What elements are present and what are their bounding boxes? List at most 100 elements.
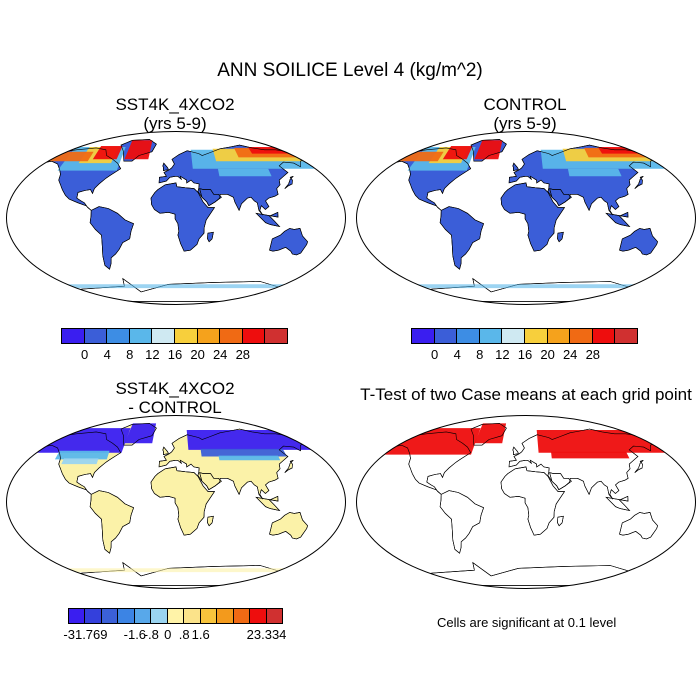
- coastline: [500, 182, 566, 252]
- soil-ice-region: [474, 140, 503, 160]
- soil-ice-region: [597, 147, 648, 154]
- soil-ice-region: [397, 151, 444, 162]
- map-panel-ttest: [356, 415, 696, 589]
- colorbar-label: 8: [126, 347, 134, 362]
- colorbar-swatch: [591, 328, 616, 344]
- colorbar-label: 0: [430, 347, 439, 362]
- colorbar-label: 12: [145, 347, 160, 362]
- colorbar-label: 20: [540, 347, 555, 362]
- soil-ice-region: [551, 451, 630, 459]
- colorbar-label: 24: [212, 347, 228, 362]
- coastline: [549, 188, 572, 207]
- panel-title-line2: - CONTROL: [128, 398, 222, 417]
- panel-title-line2: (yrs 5-9): [493, 114, 557, 133]
- map-border: [356, 415, 696, 589]
- colorbar-labels-control: 0 4 8 12 16 20 24 28: [412, 347, 638, 363]
- coastline: [470, 423, 507, 446]
- coastline: [269, 512, 308, 540]
- colorbar-swatch: [241, 328, 266, 344]
- colorbar-labels-difference: -31.769 -1.6 -.8 0 .8 1.6 23.334: [63, 627, 286, 643]
- soil-ice-region: [186, 430, 315, 450]
- colorbar-label: 12: [495, 347, 510, 362]
- colorbar-swatch: [183, 608, 201, 624]
- colorbar-swatch: [117, 608, 135, 624]
- panel-title-line1: CONTROL: [483, 95, 567, 114]
- colorbar-label: 20: [190, 347, 205, 362]
- colorbar-swatch: [523, 328, 548, 344]
- soil-ice-region: [218, 455, 281, 461]
- soil-ice-region: [474, 423, 507, 444]
- panel-title-sst4k: SST4K_4XCO2 (yrs 5-9): [75, 95, 275, 133]
- panel-title-ttest: T-Test of two Case means at each grid po…: [360, 385, 692, 404]
- coastline: [255, 495, 281, 511]
- colorbar-swatch: [166, 608, 185, 624]
- coastline: [207, 231, 214, 243]
- colorbar-label: -.8: [143, 627, 159, 642]
- soil-ice-region: [61, 458, 99, 465]
- panel-title-line1: SST4K_4XCO2: [115, 95, 235, 114]
- colorbar-label: 16: [167, 347, 183, 362]
- coastline: [255, 211, 281, 227]
- soil-ice-region: [92, 146, 123, 160]
- colorbar-label: 16: [517, 347, 533, 362]
- colorbar-swatch: [61, 328, 85, 344]
- colorbar-swatch: [614, 328, 638, 344]
- coastline: [269, 228, 308, 256]
- colorbar-swatch: [478, 328, 503, 344]
- antarctic-coast-band: [33, 568, 304, 573]
- colorbar-swatch: [411, 328, 435, 344]
- coastline: [158, 428, 308, 500]
- colorbar-swatch: [456, 328, 480, 344]
- coastline: [385, 431, 472, 495]
- colorbar-swatch: [501, 328, 525, 344]
- coastline: [508, 428, 658, 500]
- map-panel-difference: [6, 415, 346, 589]
- coastline: [207, 515, 214, 527]
- coastline: [619, 228, 658, 256]
- map-border: [6, 131, 346, 305]
- significance-note: Cells are significant at 0.1 level: [437, 615, 617, 630]
- colorbar-swatch: [546, 328, 571, 344]
- coastline: [162, 446, 169, 455]
- colorbar-label: 1.6: [191, 627, 210, 642]
- colorbar-swatch: [68, 608, 86, 624]
- coastline: [150, 466, 216, 536]
- coastline: [605, 211, 631, 227]
- colorbar-sst4k: [61, 328, 288, 344]
- colorbar-swatch: [150, 608, 168, 624]
- coastline: [385, 147, 472, 211]
- coastline: [158, 144, 308, 216]
- colorbar-swatch: [433, 328, 458, 344]
- colorbar-swatch: [128, 328, 153, 344]
- antarctic-coast-band: [33, 284, 304, 289]
- colorbar-swatch: [173, 328, 198, 344]
- map-border: [6, 415, 346, 589]
- coastline: [605, 495, 631, 511]
- colorbar-swatch: [83, 328, 108, 344]
- colorbar-swatch: [106, 328, 130, 344]
- colorbar-swatch: [569, 328, 593, 344]
- colorbar-label: 28: [235, 347, 251, 362]
- coastline: [557, 515, 564, 527]
- coastline: [500, 466, 566, 536]
- soil-ice-region: [47, 151, 94, 162]
- colorbar-swatch: [249, 608, 267, 624]
- coastline: [634, 460, 644, 473]
- colorbar-control: [411, 328, 638, 344]
- coastline: [89, 206, 134, 270]
- colorbar-swatch: [151, 328, 175, 344]
- coastline: [512, 162, 519, 171]
- colorbar-label: .8: [178, 627, 190, 642]
- colorbar-difference: [68, 608, 284, 624]
- colorbar-label: -1.6: [123, 627, 147, 642]
- soil-ice-region: [200, 448, 287, 457]
- colorbar-label: 8: [476, 347, 484, 362]
- soil-ice-region: [382, 428, 481, 455]
- colorbar-swatch: [196, 328, 221, 344]
- map-border: [356, 131, 696, 305]
- colorbar-label: -31.769: [63, 627, 108, 642]
- coastline: [284, 460, 294, 473]
- colorbar-swatch: [219, 328, 243, 344]
- coastline: [120, 139, 157, 162]
- colorbar-labels-sst4k: 0 4 8 12 16 20 24 28: [62, 347, 288, 363]
